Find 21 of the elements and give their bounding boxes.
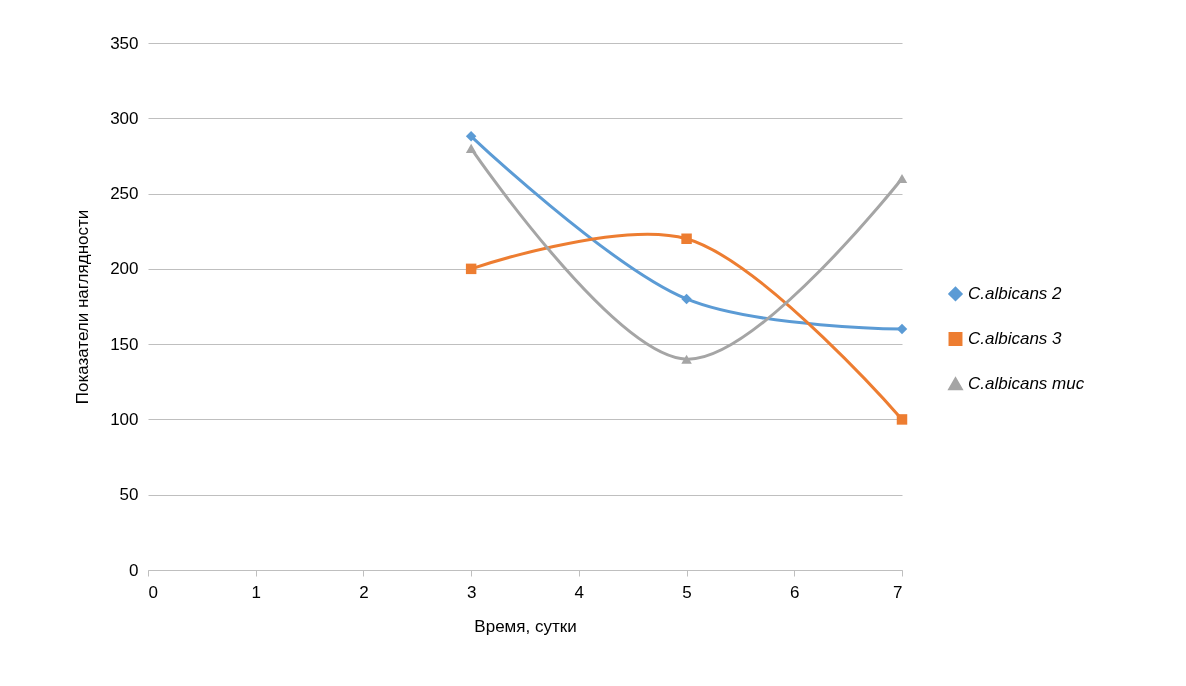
legend-label: C.albicans 2 — [968, 283, 1063, 303]
x-tick-label: 3 — [466, 582, 477, 602]
y-tick-label: 350 — [110, 33, 139, 53]
y-tick-label: 200 — [110, 259, 139, 279]
y-tick-label: 150 — [110, 334, 139, 354]
x-tick-label: 7 — [893, 582, 903, 602]
x-tick-label: 6 — [790, 582, 800, 602]
y-tick-label: 0 — [129, 560, 139, 580]
y-tick-label: 300 — [110, 108, 139, 128]
x-axis-title: Время, сутки — [474, 616, 577, 636]
x-tick-label: 1 — [251, 582, 261, 602]
legend-label: C.albicans mис — [968, 373, 1085, 393]
y-axis-title: Показатели наглядности — [73, 209, 93, 405]
x-tick-label: 2 — [359, 582, 369, 602]
x-tick-label: 0 — [148, 582, 158, 602]
x-tick-label: 5 — [682, 582, 692, 602]
y-tick-label: 250 — [110, 184, 139, 204]
legend-label: C.albicans 3 — [968, 328, 1063, 348]
y-tick-label: 50 — [119, 485, 139, 505]
y-tick-label: 100 — [110, 409, 139, 429]
x-tick-label: 4 — [574, 582, 585, 602]
